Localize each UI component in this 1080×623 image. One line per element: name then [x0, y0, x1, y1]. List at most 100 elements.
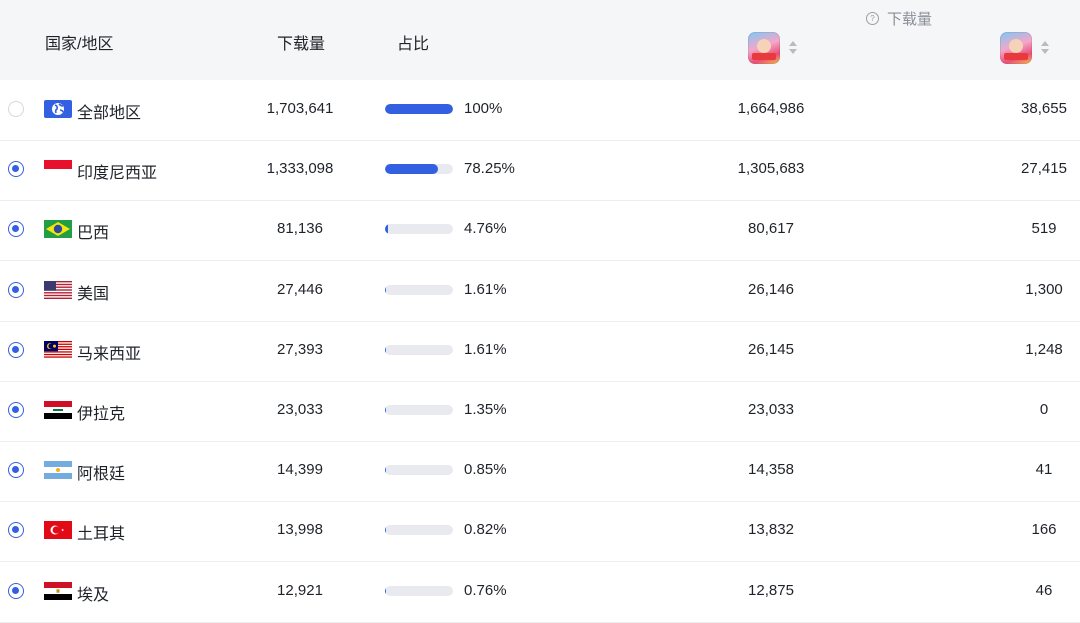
share-bar: [385, 344, 453, 355]
row-radio[interactable]: [8, 101, 24, 117]
share-bar: [385, 164, 453, 175]
share-bar: [385, 585, 453, 596]
downloads-value: 23,033: [277, 401, 323, 418]
header-country: 国家/地区: [45, 36, 114, 53]
app2-downloads-value: 519: [1031, 220, 1057, 238]
share-bar: [385, 224, 453, 235]
country-name: 阿根廷: [77, 466, 126, 484]
share-value: 1.35%: [464, 401, 507, 418]
share-value: 1.61%: [464, 340, 507, 358]
app1-downloads-value: 23,033: [748, 401, 794, 418]
app-icon-2: [1000, 32, 1032, 64]
country-name: 印度尼西亚: [77, 165, 158, 183]
share-bar-fill: [385, 164, 439, 175]
header-share: 占比: [397, 36, 430, 53]
table-row[interactable]: 马来西亚 27,393 1.61% 26,145 1,248: [0, 321, 1080, 382]
egypt-flag-icon: [44, 581, 72, 600]
row-radio[interactable]: [8, 341, 24, 358]
share-value: 0.76%: [464, 581, 507, 599]
sort-icon-app1[interactable]: [789, 41, 797, 55]
turkey-flag-icon: [44, 521, 72, 540]
app1-downloads-value: 26,145: [748, 340, 794, 358]
table-row[interactable]: 全部地区 1,703,641 100% 1,664,986 38,655: [0, 80, 1080, 141]
share-bar: [385, 284, 453, 295]
downloads-value: 1,703,641: [266, 100, 334, 117]
share-bar-fill: [385, 104, 453, 114]
globe-icon: [44, 100, 72, 118]
row-radio[interactable]: [8, 402, 24, 418]
country-name: 巴西: [77, 225, 110, 243]
country-name: 埃及: [77, 586, 110, 604]
help-icon[interactable]: ?: [866, 12, 879, 25]
share-bar: [385, 405, 453, 415]
row-radio[interactable]: [8, 281, 24, 298]
table-row[interactable]: 印度尼西亚 1,333,098 78.25% 1,305,683 27,415: [0, 140, 1080, 202]
downloads-value: 27,446: [277, 280, 323, 298]
share-bar-fill: [385, 224, 389, 235]
table-row[interactable]: 埃及 12,921 0.76% 12,875 46: [0, 562, 1080, 623]
app-icon-1: [748, 32, 780, 64]
share-bar-fill: [385, 525, 387, 536]
share-bar: [385, 465, 453, 476]
downloads-value: 81,136: [277, 220, 323, 238]
share-value: 78.25%: [464, 160, 515, 178]
app1-downloads-value: 1,664,986: [737, 100, 805, 117]
app1-downloads-value: 13,832: [748, 521, 794, 539]
country-name: 马来西亚: [77, 345, 142, 363]
app2-downloads-value: 41: [1035, 461, 1053, 479]
share-bar: [385, 104, 453, 114]
downloads-value: 14,399: [277, 461, 323, 479]
row-radio[interactable]: [8, 582, 24, 599]
table-header: 国家/地区 下载量 占比 ? 下载量: [0, 0, 1080, 80]
app1-downloads-value: 12,875: [748, 581, 794, 599]
country-name: 伊拉克: [77, 406, 126, 423]
row-radio[interactable]: [8, 221, 24, 238]
app2-downloads-value: 46: [1035, 581, 1053, 599]
app1-downloads-value: 14,358: [748, 461, 794, 479]
app2-downloads-value: 38,655: [1021, 100, 1067, 117]
table-row[interactable]: 巴西 81,136 4.76% 80,617 519: [0, 200, 1080, 262]
app1-downloads-value: 80,617: [748, 220, 794, 238]
share-bar-fill: [385, 465, 387, 476]
table-row[interactable]: 伊拉克 23,033 1.35% 23,033 0: [0, 381, 1080, 442]
share-bar: [385, 525, 453, 536]
sort-icon-app2[interactable]: [1041, 41, 1049, 55]
table-row[interactable]: 美国 27,446 1.61% 26,146 1,300: [0, 261, 1080, 322]
indonesia-flag-icon: [44, 160, 72, 179]
row-radio[interactable]: [8, 522, 24, 539]
table-row[interactable]: 土耳其 13,998 0.82% 13,832 166: [0, 501, 1080, 563]
share-value: 1.61%: [464, 280, 507, 298]
app2-downloads-value: 0: [1039, 401, 1049, 418]
app1-downloads-value: 26,146: [748, 280, 794, 298]
downloads-value: 1,333,098: [266, 160, 334, 178]
share-value: 0.85%: [464, 461, 507, 479]
table-row[interactable]: 阿根廷 14,399 0.85% 14,358 41: [0, 441, 1080, 503]
downloads-value: 27,393: [277, 340, 323, 358]
country-name: 全部地区: [77, 105, 142, 122]
share-bar-fill: [385, 284, 387, 295]
country-name: 土耳其: [77, 526, 126, 544]
app2-downloads-value: 1,300: [1025, 280, 1063, 298]
header-group-label: 下载量: [887, 11, 933, 28]
app2-downloads-value: 27,415: [1021, 160, 1067, 178]
row-radio[interactable]: [8, 161, 24, 178]
row-radio[interactable]: [8, 462, 24, 479]
malaysia-flag-icon: [44, 340, 72, 359]
argentina-flag-icon: [44, 461, 72, 480]
share-value: 4.76%: [464, 220, 507, 238]
downloads-value: 12,921: [277, 581, 323, 599]
share-bar-fill: [385, 585, 387, 596]
share-bar-fill: [385, 405, 387, 415]
header-group-downloads: ? 下载量: [866, 8, 932, 29]
share-bar-fill: [385, 344, 387, 355]
usa-flag-icon: [44, 280, 72, 299]
header-downloads: 下载量: [277, 36, 326, 53]
iraq-flag-icon: [44, 401, 72, 419]
app2-downloads-value: 166: [1031, 521, 1057, 539]
brazil-flag-icon: [44, 220, 72, 239]
downloads-value: 13,998: [277, 521, 323, 539]
app2-downloads-value: 1,248: [1025, 340, 1063, 358]
app1-downloads-value: 1,305,683: [737, 160, 805, 178]
share-value: 100%: [464, 100, 503, 117]
share-value: 0.82%: [464, 521, 507, 539]
